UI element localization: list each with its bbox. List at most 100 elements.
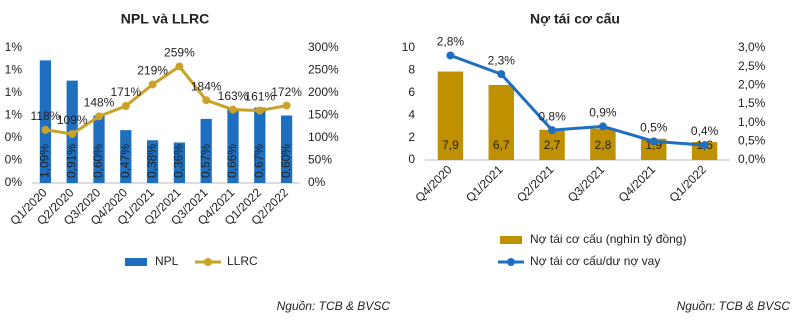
bar [437, 71, 464, 160]
y-tick-label: 8 [408, 63, 415, 77]
bar-value-label: 0,60% [279, 144, 293, 178]
bar [93, 115, 105, 183]
line-value-label: 161% [244, 90, 275, 104]
bar-value-label: 6,7 [493, 138, 510, 152]
source-note: Nguồn: TCB & BVSC [277, 299, 391, 313]
legend-label: Nợ tái cơ cấu/dư nợ vay [530, 254, 660, 268]
bar [254, 107, 266, 183]
y2-tick-label: 50% [308, 153, 332, 167]
x-tick-label: Q1/2021 [463, 162, 506, 205]
bar-value-label: 0,36% [172, 144, 186, 178]
line-marker [95, 112, 103, 121]
bar [590, 128, 616, 160]
y2-tick-label: 150% [308, 108, 339, 122]
y-tick-label: 10 [402, 40, 416, 54]
legend-swatch [204, 258, 212, 266]
y-tick-label: 0% [5, 175, 23, 189]
y2-tick-label: 250% [308, 63, 339, 77]
bar [641, 138, 667, 160]
y2-tick-label: 0,5% [738, 134, 766, 148]
line-value-label: 0,4% [691, 124, 719, 138]
chart-title: Nợ tái cơ cấu [530, 11, 620, 27]
legend-label: LLRC [227, 254, 258, 268]
y2-tick-label: 0,0% [738, 152, 766, 166]
y2-tick-label: 300% [308, 40, 339, 54]
line-marker [446, 51, 455, 60]
line-marker [700, 141, 709, 150]
bar-value-label: 0,66% [225, 144, 239, 178]
y2-tick-label: 2,5% [738, 59, 766, 73]
line-marker [548, 126, 557, 135]
y-tick-label: 1% [5, 40, 23, 54]
bar [539, 129, 565, 160]
line-marker [148, 80, 157, 89]
line-value-label: 219% [137, 64, 168, 78]
y2-tick-label: 2,0% [738, 78, 766, 92]
line-marker [68, 129, 77, 138]
bar [200, 118, 212, 183]
y2-tick-label: 1,0% [738, 115, 766, 129]
bar-value-label: 2,7 [544, 138, 561, 152]
line-marker [649, 137, 658, 146]
y-tick-label: 0% [5, 130, 23, 144]
bar-value-label: 2,8 [595, 138, 612, 152]
bar-value-label: 0,91% [64, 144, 78, 178]
x-tick-label: Q4/2021 [616, 162, 659, 205]
line-marker [121, 102, 130, 111]
line-marker [598, 122, 607, 131]
line-value-label: 259% [164, 46, 195, 60]
line-marker [255, 106, 264, 115]
y-tick-label: 2 [408, 130, 415, 144]
line-marker [497, 70, 506, 79]
x-tick-label: Q1/2022 [666, 162, 709, 205]
y2-tick-label: 1,5% [738, 96, 766, 110]
bar [280, 115, 293, 183]
legend-label: Nợ tái cơ cấu (nghìn tỷ đồng) [530, 232, 686, 246]
bar [173, 142, 186, 183]
line-marker [282, 101, 291, 110]
bar-value-label: 1,09% [38, 144, 52, 178]
line-value-label: 172% [271, 85, 302, 99]
source-note: Nguồn: TCB & BVSC [677, 299, 791, 313]
bar-value-label: 0,47% [118, 144, 132, 178]
line-value-label: 118% [30, 109, 60, 123]
legend-label: NPL [155, 254, 179, 268]
line-value-label: 148% [84, 96, 115, 110]
legend-swatch [125, 258, 147, 266]
line-value-label: 109% [57, 113, 88, 127]
y-tick-label: 4 [408, 107, 415, 121]
line [449, 54, 705, 147]
bar [691, 142, 718, 160]
bar-value-label: 7,9 [442, 138, 459, 152]
x-tick-label: Q4/2020 [412, 162, 455, 205]
bar [39, 60, 52, 183]
x-tick-label: Q3/2021 [565, 162, 608, 205]
line-value-label: 2,8% [437, 35, 465, 49]
legend-swatch [500, 236, 522, 244]
bar-value-label: 0,67% [252, 144, 266, 178]
y-tick-label: 0 [408, 152, 415, 166]
bar [146, 140, 159, 183]
line-value-label: 0,5% [640, 121, 668, 135]
bar [488, 84, 514, 160]
line-value-label: 0,8% [538, 109, 566, 123]
y2-tick-label: 200% [308, 85, 339, 99]
y-tick-label: 0% [5, 153, 23, 167]
y2-tick-label: 0% [308, 175, 326, 189]
bar [120, 130, 132, 183]
line [45, 64, 287, 136]
line-value-label: 184% [191, 79, 222, 93]
bar-value-label: 0,38% [145, 144, 159, 178]
bar-value-label: 0,57% [198, 144, 212, 178]
line-value-label: 171% [110, 85, 141, 99]
y-tick-label: 1% [5, 108, 23, 122]
y2-tick-label: 100% [308, 130, 339, 144]
y-tick-label: 6 [408, 85, 415, 99]
legend-swatch [507, 258, 515, 266]
chart-title: NPL và LLRC [121, 11, 209, 27]
line-marker [175, 62, 184, 71]
line-value-label: 163% [218, 89, 249, 103]
line-marker [41, 125, 50, 134]
bar-value-label: 0,60% [91, 144, 105, 178]
